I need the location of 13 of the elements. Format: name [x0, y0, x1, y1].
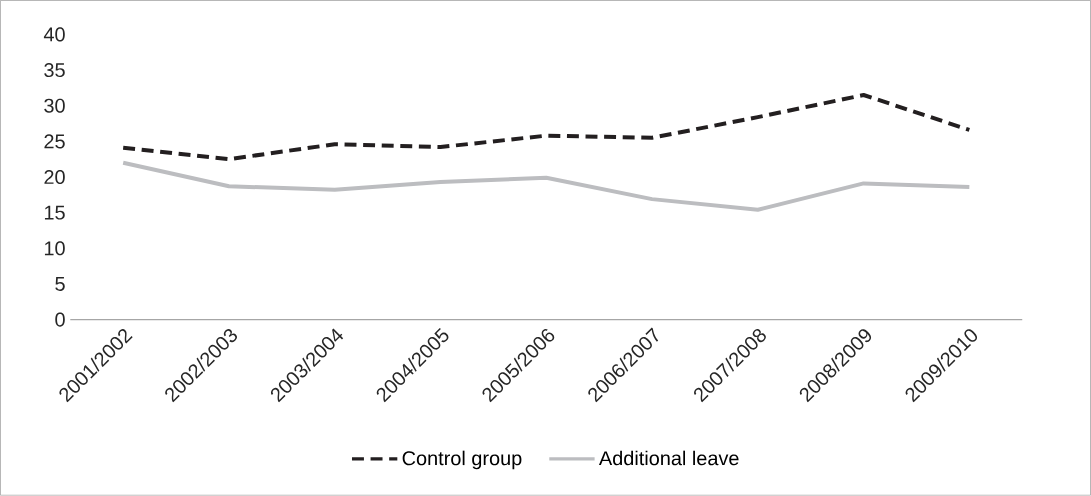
y-tick-label: 35 [44, 63, 65, 78]
y-tick-label: 15 [44, 205, 65, 220]
y-tick-label: 10 [44, 241, 65, 256]
line-series [121, 93, 972, 162]
y-tick-label: 30 [44, 98, 65, 113]
line-series [121, 160, 972, 212]
y-tick-label: 20 [44, 170, 65, 185]
y-tick-label: 5 [55, 277, 65, 292]
legend-label: Control group [402, 450, 522, 470]
y-tick-label: 0 [55, 312, 65, 327]
y-tick-label: 40 [43, 27, 65, 42]
y-tick-label: 25 [44, 134, 65, 149]
legend-label: Additional leave [598, 450, 739, 466]
